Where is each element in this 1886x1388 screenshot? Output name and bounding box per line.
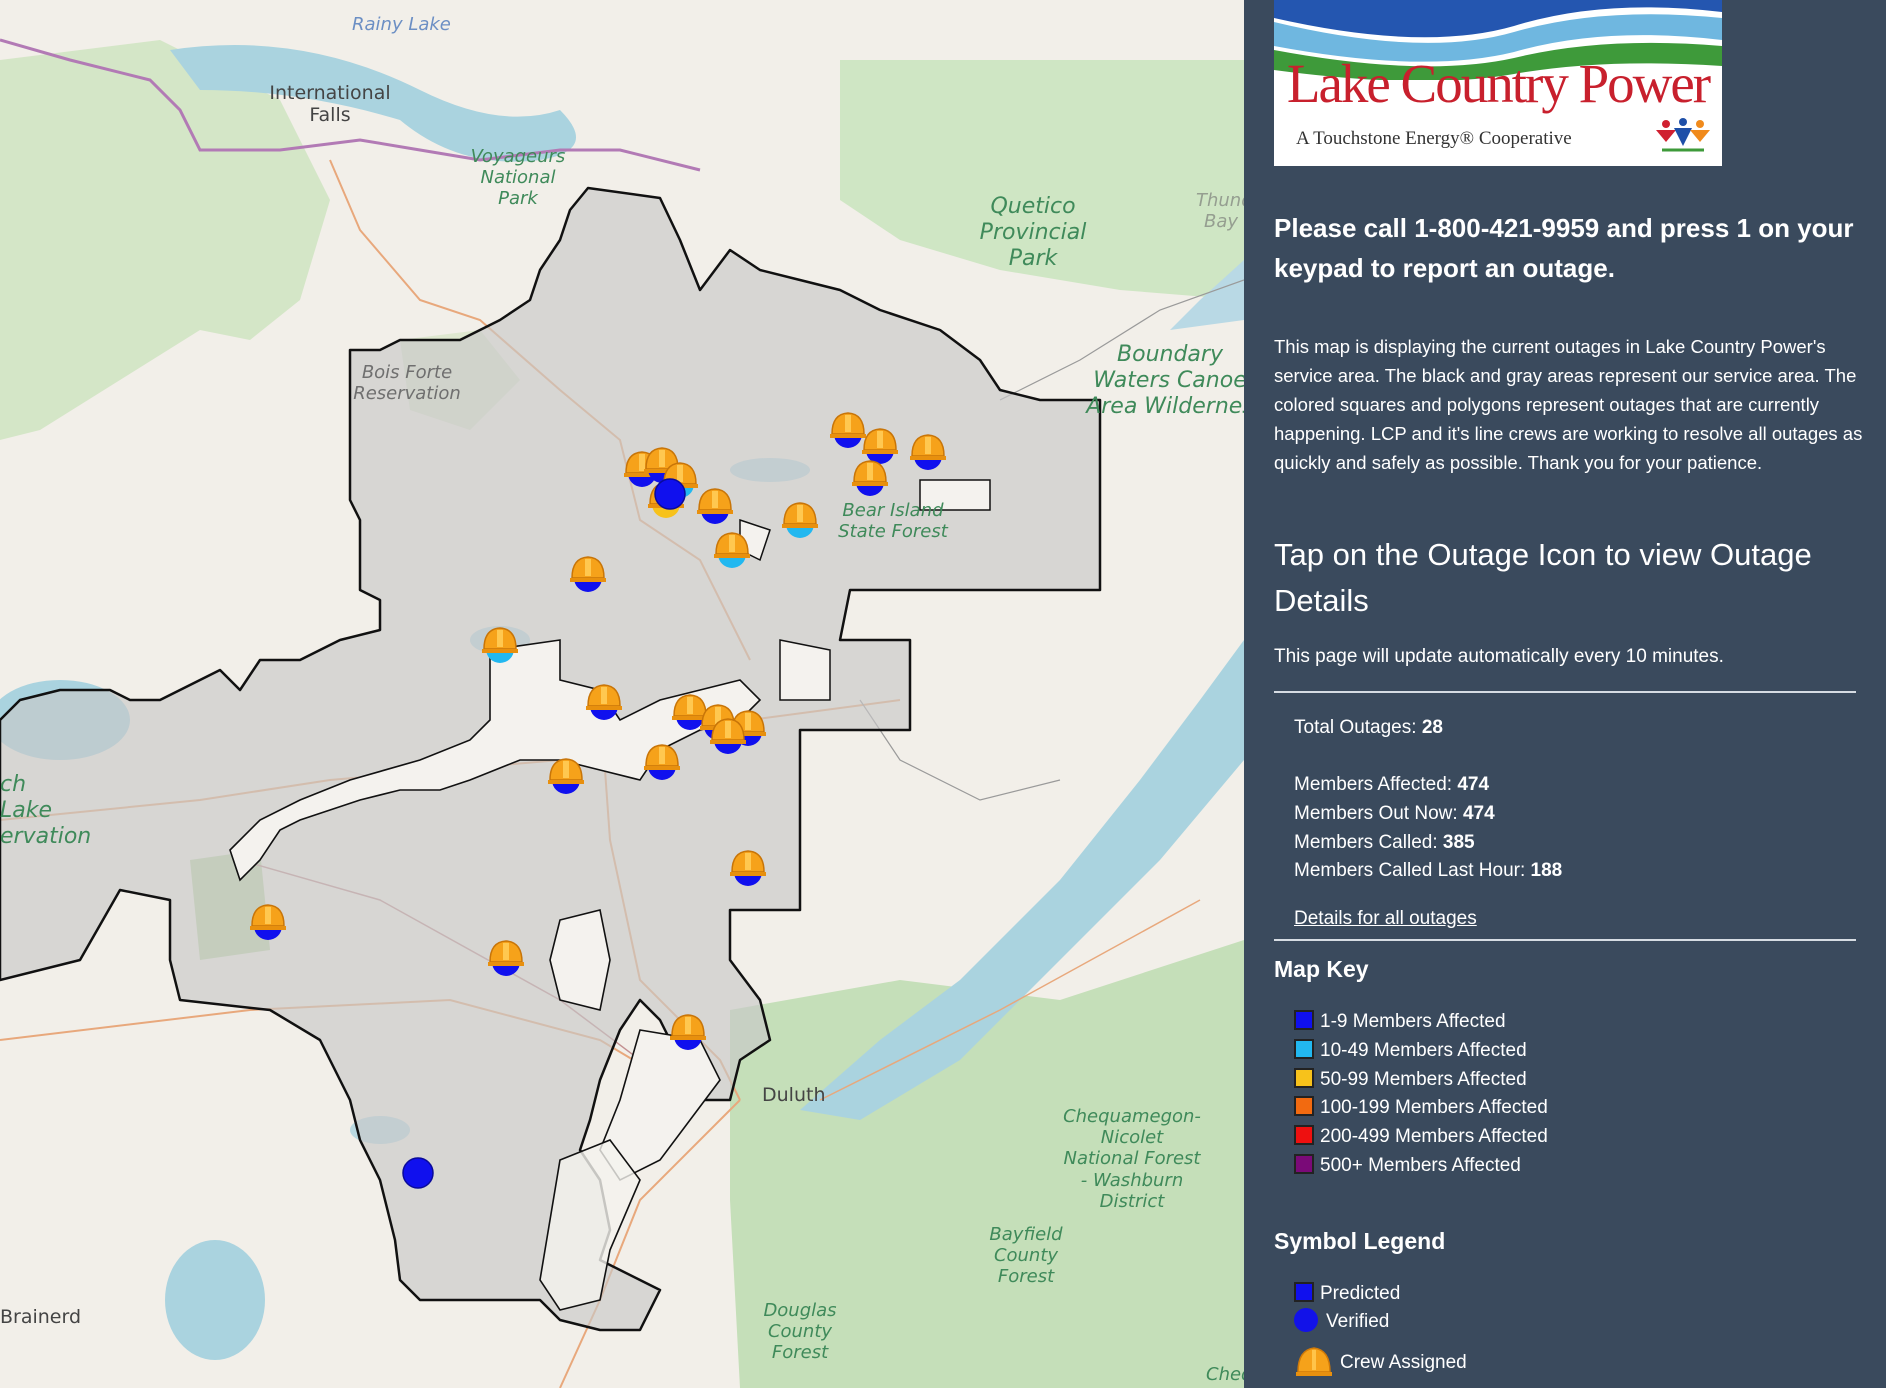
crew-outage-marker[interactable] [668, 690, 712, 734]
stat-members-out-now: Members Out Now: 474 [1294, 803, 1495, 824]
crew-outage-marker[interactable] [566, 552, 610, 596]
crew-outage-marker[interactable] [484, 936, 528, 980]
crew-outage-marker[interactable] [582, 680, 626, 724]
map-label-cheq: Cheq [1206, 1364, 1244, 1385]
crew-outage-marker[interactable] [693, 484, 737, 528]
crew-outage-marker[interactable] [246, 900, 290, 944]
map-label-boundary-waters: Boundary Waters Canoe Area Wildernes [1086, 342, 1244, 419]
crew-outage-marker[interactable] [906, 430, 950, 474]
map-key-item: 10-49 Members Affected [1294, 1038, 1527, 1064]
map-label-douglas: Douglas County Forest [763, 1300, 837, 1364]
map-label-bayfield: Bayfield County Forest [989, 1224, 1063, 1288]
crew-outage-marker[interactable] [666, 1010, 710, 1054]
predicted-square-icon [1294, 1282, 1314, 1302]
crew-outage-marker[interactable] [710, 528, 754, 572]
crew-outage-marker[interactable] [706, 714, 750, 758]
map-label-quetico: Quetico Provincial Park [979, 194, 1087, 271]
lake-country-power-logo: Lake Country Power A Touchstone Energy® … [1274, 0, 1722, 166]
members-affected-value: 474 [1457, 774, 1490, 795]
divider [1274, 691, 1856, 693]
verified-circle-icon [1294, 1308, 1318, 1332]
stat-total-outages: Total Outages: 28 [1294, 717, 1443, 738]
symbol-legend-title: Symbol Legend [1274, 1228, 1446, 1254]
verified-outage-marker[interactable] [648, 472, 692, 516]
map-label-thunder-bay: Thunder Bay [1196, 190, 1244, 233]
legend-predicted: Predicted [1294, 1281, 1400, 1307]
outage-map[interactable]: Rainy Lake International Falls Voyageurs… [0, 0, 1244, 1388]
color-swatch-icon [1294, 1010, 1314, 1030]
crew-outage-marker[interactable] [544, 754, 588, 798]
map-key-item: 1-9 Members Affected [1294, 1009, 1506, 1035]
map-description: This map is displaying the current outag… [1274, 336, 1863, 473]
members-called-value: 385 [1442, 832, 1475, 853]
color-swatch-icon [1294, 1096, 1314, 1117]
map-label-bois-forte: Bois Forte Reservation [353, 362, 461, 405]
crew-outage-marker[interactable] [826, 408, 870, 452]
map-base-layer [0, 38, 1244, 1388]
crew-hardhat-icon [1296, 1347, 1332, 1376]
report-outage-message: Please call 1-800-421-9959 and press 1 o… [1274, 213, 1854, 283]
crew-outage-marker[interactable] [478, 623, 522, 667]
legend-crew-assigned: Crew Assigned [1294, 1342, 1467, 1378]
crew-outage-marker[interactable] [858, 424, 902, 468]
crew-outage-marker[interactable] [640, 740, 684, 784]
color-swatch-icon [1294, 1125, 1314, 1146]
divider [1274, 939, 1856, 941]
legend-verified: Verified [1294, 1308, 1389, 1335]
info-panel: Lake Country Power A Touchstone Energy® … [1244, 0, 1886, 1388]
map-label-brainerd: Brainerd [0, 1306, 82, 1328]
color-swatch-icon [1294, 1067, 1314, 1088]
touchstone-people-icon [1656, 118, 1710, 152]
map-label-international-falls: International Falls [269, 82, 391, 127]
logo-tagline: A Touchstone Energy® Cooperative [1296, 128, 1572, 149]
map-label-chequamegon: Chequamegon- Nicolet National Forest - W… [1063, 1106, 1201, 1212]
map-label-bear-island: Bear Island State Forest [838, 500, 948, 543]
stat-members-called-last-hour: Members Called Last Hour: 188 [1294, 860, 1563, 881]
map-key-title: Map Key [1274, 956, 1369, 982]
members-out-now-value: 474 [1462, 803, 1495, 824]
map-key-item: 500+ Members Affected [1294, 1153, 1521, 1179]
details-all-outages-link[interactable]: Details for all outages [1294, 908, 1477, 929]
color-swatch-icon [1294, 1038, 1314, 1059]
map-label-leech-lake: ch Lake ervation [0, 772, 92, 849]
crew-outage-marker[interactable] [848, 456, 892, 500]
crew-outage-marker[interactable] [778, 498, 822, 542]
map-key-item: 200-499 Members Affected [1294, 1124, 1548, 1150]
verified-outage-marker[interactable] [396, 1151, 440, 1195]
stat-members-affected: Members Affected: 474 [1294, 774, 1490, 795]
map-label-duluth: Duluth [762, 1084, 826, 1106]
map-label-voyageurs: Voyageurs National Park [470, 146, 566, 210]
members-called-last-hour-value: 188 [1530, 860, 1563, 881]
map-label-rainy-lake: Rainy Lake [352, 14, 451, 35]
auto-update-note: This page will update automatically ever… [1274, 646, 1724, 667]
map-key-item: 50-99 Members Affected [1294, 1067, 1527, 1093]
tap-icon-heading: Tap on the Outage Icon to view Outage De… [1274, 537, 1812, 618]
logo-waves-icon [1274, 0, 1722, 80]
total-outages-value: 28 [1421, 717, 1443, 738]
logo-name: Lake Country Power [1286, 53, 1711, 114]
color-swatch-icon [1294, 1154, 1314, 1174]
stat-members-called: Members Called: 385 [1294, 832, 1475, 853]
crew-outage-marker[interactable] [726, 846, 770, 890]
map-key-item: 100-199 Members Affected [1294, 1095, 1548, 1121]
